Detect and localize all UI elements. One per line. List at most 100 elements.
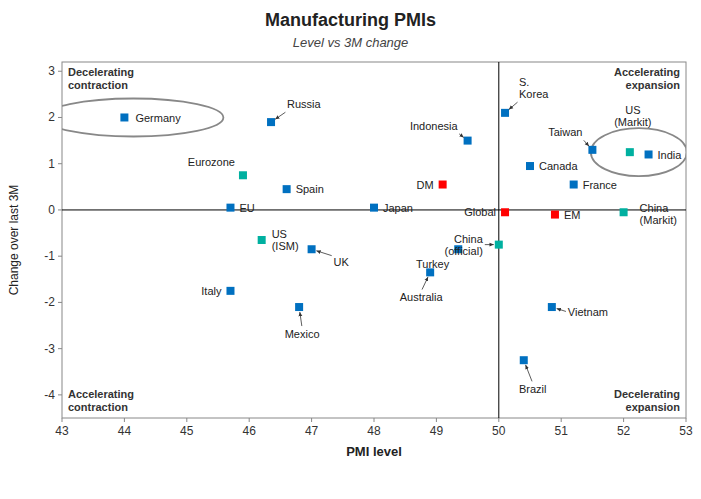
point [620, 208, 628, 216]
point-label: US(Markit) [614, 104, 651, 128]
y-tick-label: -2 [44, 295, 55, 309]
y-tick [58, 394, 62, 395]
point-label: US(ISM) [272, 228, 299, 252]
point-label: Australia [400, 291, 444, 303]
point-label: EM [564, 209, 581, 221]
point [645, 150, 653, 158]
point-label: Mexico [285, 328, 320, 340]
y-tick [58, 256, 62, 257]
point-label: Turkey [416, 258, 450, 270]
point-label: Japan [383, 202, 413, 214]
chart: Manufacturing PMIs Level vs 3M change 43 44… [0, 0, 701, 499]
y-tick-label: 0 [48, 203, 55, 217]
quadrant-label: Deceleratingexpansion [614, 388, 680, 413]
point [283, 185, 291, 193]
point [548, 303, 556, 311]
y-tick-label: -4 [44, 388, 55, 402]
quadrant-label: Acceleratingcontraction [68, 388, 134, 413]
label-arrow [509, 102, 518, 109]
y-tick [58, 71, 62, 72]
highlight-ellipse [591, 128, 686, 176]
y-tick [58, 209, 62, 210]
point-label: Germany [135, 112, 181, 124]
subtitle: Level vs 3M change [293, 35, 409, 50]
point-label: Italy [201, 285, 222, 297]
point-label: S.Korea [519, 76, 549, 100]
point-label: EU [239, 202, 254, 214]
x-tick [498, 418, 499, 422]
quadrant-label: Deceleratingcontraction [68, 66, 134, 91]
point [239, 171, 247, 179]
x-tick-label: 49 [430, 424, 444, 438]
y-tick [58, 117, 62, 118]
point-labels: GermanyRussiaEurozoneSpainEUJapanUS(ISM)… [135, 76, 682, 395]
x-tick [623, 418, 624, 422]
x-tick-label: 48 [367, 424, 381, 438]
point-label: Eurozone [188, 156, 235, 168]
x-tick [311, 418, 312, 422]
point [258, 236, 266, 244]
point [501, 208, 509, 216]
point [370, 204, 378, 212]
plot-area [62, 62, 686, 418]
point-label: UK [334, 256, 350, 268]
point [626, 148, 634, 156]
point-label: Global [464, 206, 496, 218]
x-tick-label: 51 [555, 424, 569, 438]
point-label: Vietnam [568, 306, 608, 318]
point-label: India [658, 149, 683, 161]
plot-frame [62, 62, 686, 418]
point-label: Spain [296, 183, 324, 195]
x-tick [436, 418, 437, 422]
point-label: Canada [539, 160, 578, 172]
x-tick-label: 46 [243, 424, 257, 438]
label-arrow [485, 244, 494, 245]
point [588, 146, 596, 154]
label-arrow [584, 140, 589, 146]
title: Manufacturing PMIs [265, 10, 436, 30]
y-tick-label: 2 [48, 110, 55, 124]
y-tick-label: 3 [48, 64, 55, 78]
x-tick [686, 418, 687, 422]
point [295, 303, 303, 311]
point [226, 204, 234, 212]
x-tick [561, 418, 562, 422]
reference-line [498, 62, 499, 418]
point-label: Taiwan [548, 126, 582, 138]
x-tick [249, 418, 250, 422]
point-label: Indonesia [410, 120, 459, 132]
point-label: Brazil [519, 383, 547, 395]
x-tick-label: 43 [55, 424, 69, 438]
x-tick [124, 418, 125, 422]
point [526, 162, 534, 170]
y-tick [58, 163, 62, 164]
label-arrow [275, 112, 285, 119]
point [439, 181, 447, 189]
x-tick-label: 45 [180, 424, 194, 438]
y-axis-label: Change over last 3M [7, 185, 21, 296]
point [308, 245, 316, 253]
x-tick-label: 52 [617, 424, 631, 438]
point-label: DM [417, 179, 434, 191]
point-label: China(Markit) [640, 202, 677, 226]
x-tick-label: 44 [118, 424, 132, 438]
x-tick-label: 47 [305, 424, 319, 438]
x-tick-label: 50 [492, 424, 506, 438]
label-arrow [300, 312, 302, 326]
point-label: China(official) [444, 233, 483, 257]
label-arrow [459, 134, 464, 138]
point [495, 241, 503, 249]
label-arrow [422, 277, 428, 290]
highlight-ellipse [62, 98, 223, 136]
point [120, 113, 128, 121]
point [501, 109, 509, 117]
y-tick [58, 302, 62, 303]
y-tick-label: -3 [44, 342, 55, 356]
point [551, 211, 559, 219]
point [226, 287, 234, 295]
label-arrow [316, 251, 331, 256]
x-tick [186, 418, 187, 422]
point-label: France [583, 179, 617, 191]
x-tick [62, 418, 63, 422]
quadrant-label: Acceleratingexpansion [614, 66, 680, 91]
